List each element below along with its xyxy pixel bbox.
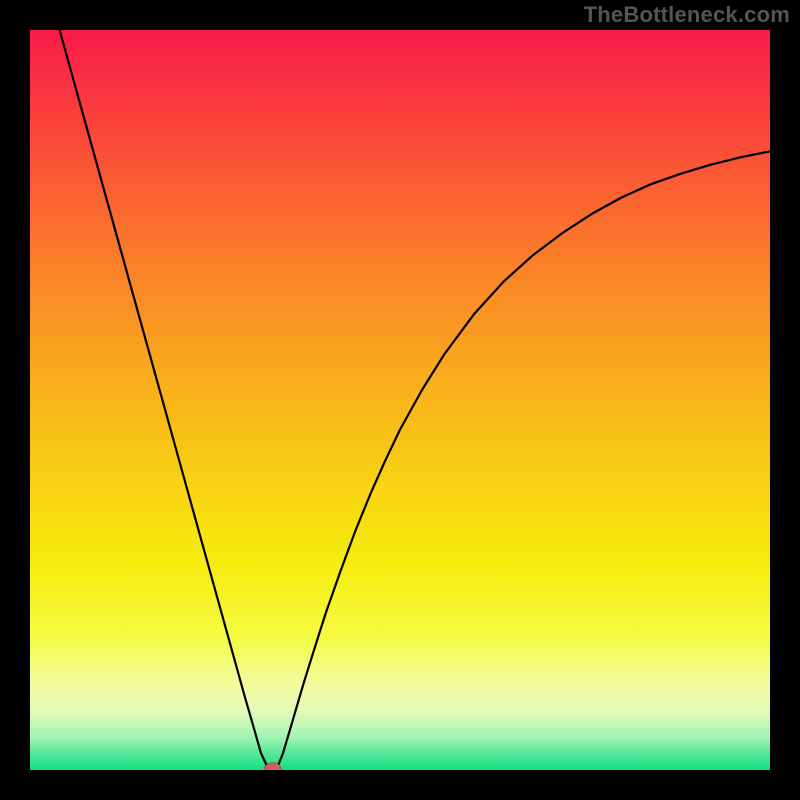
plot-svg: [30, 30, 770, 770]
chart-stage: TheBottleneck.com: [0, 0, 800, 800]
plot-area: [30, 30, 770, 770]
plot-background: [30, 30, 770, 770]
watermark-text: TheBottleneck.com: [584, 2, 790, 28]
